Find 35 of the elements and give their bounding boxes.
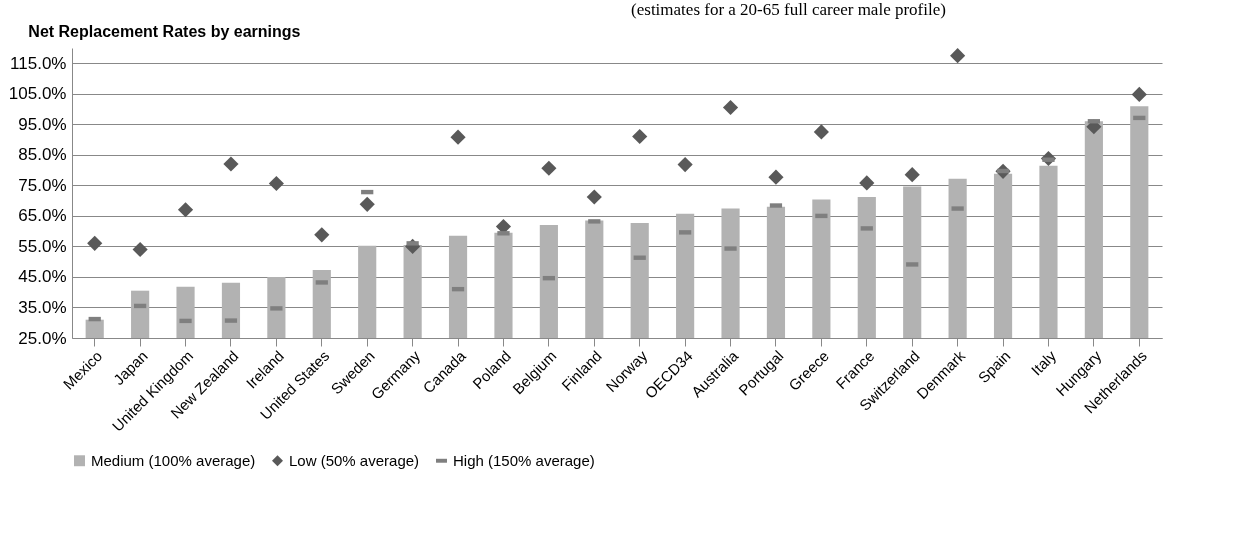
legend-label: High (150% average) (453, 451, 595, 469)
chart-title: Net Replacement Rates by earnings (28, 23, 301, 40)
point (132, 241, 148, 258)
y-tick-label: 35.0% (18, 297, 67, 317)
legend-label: Medium (100% average) (91, 451, 256, 469)
y-tick-label: 55.0% (18, 236, 67, 256)
point (223, 156, 239, 172)
y-tick-label: 105.0% (8, 84, 67, 104)
text: (estimates for a 20-65 full career male profile) (630, 0, 947, 20)
y-tick-label: 95.0% (18, 114, 67, 134)
point (768, 169, 784, 185)
point (268, 175, 284, 192)
point (904, 167, 920, 183)
x-tick-label: Italy (1027, 346, 1060, 379)
point (177, 202, 194, 218)
point (586, 189, 602, 205)
point (859, 175, 875, 191)
point (677, 157, 693, 173)
point (1131, 86, 1147, 102)
point (632, 128, 648, 145)
point (541, 160, 557, 176)
point (950, 48, 966, 64)
point (359, 196, 375, 212)
y-tick-label: 85.0% (18, 145, 67, 165)
legend-label: Low (50% average) (289, 451, 420, 469)
point (722, 99, 739, 116)
point (87, 235, 103, 251)
point (813, 124, 829, 140)
y-tick-label: 45.0% (18, 267, 67, 287)
y-tick-label: 25.0% (18, 328, 67, 348)
point (450, 129, 466, 145)
y-tick-label: 115.0% (10, 53, 67, 73)
y-tick-label: 65.0% (18, 206, 67, 226)
point (314, 227, 330, 243)
y-tick-label: 75.0% (18, 175, 67, 195)
